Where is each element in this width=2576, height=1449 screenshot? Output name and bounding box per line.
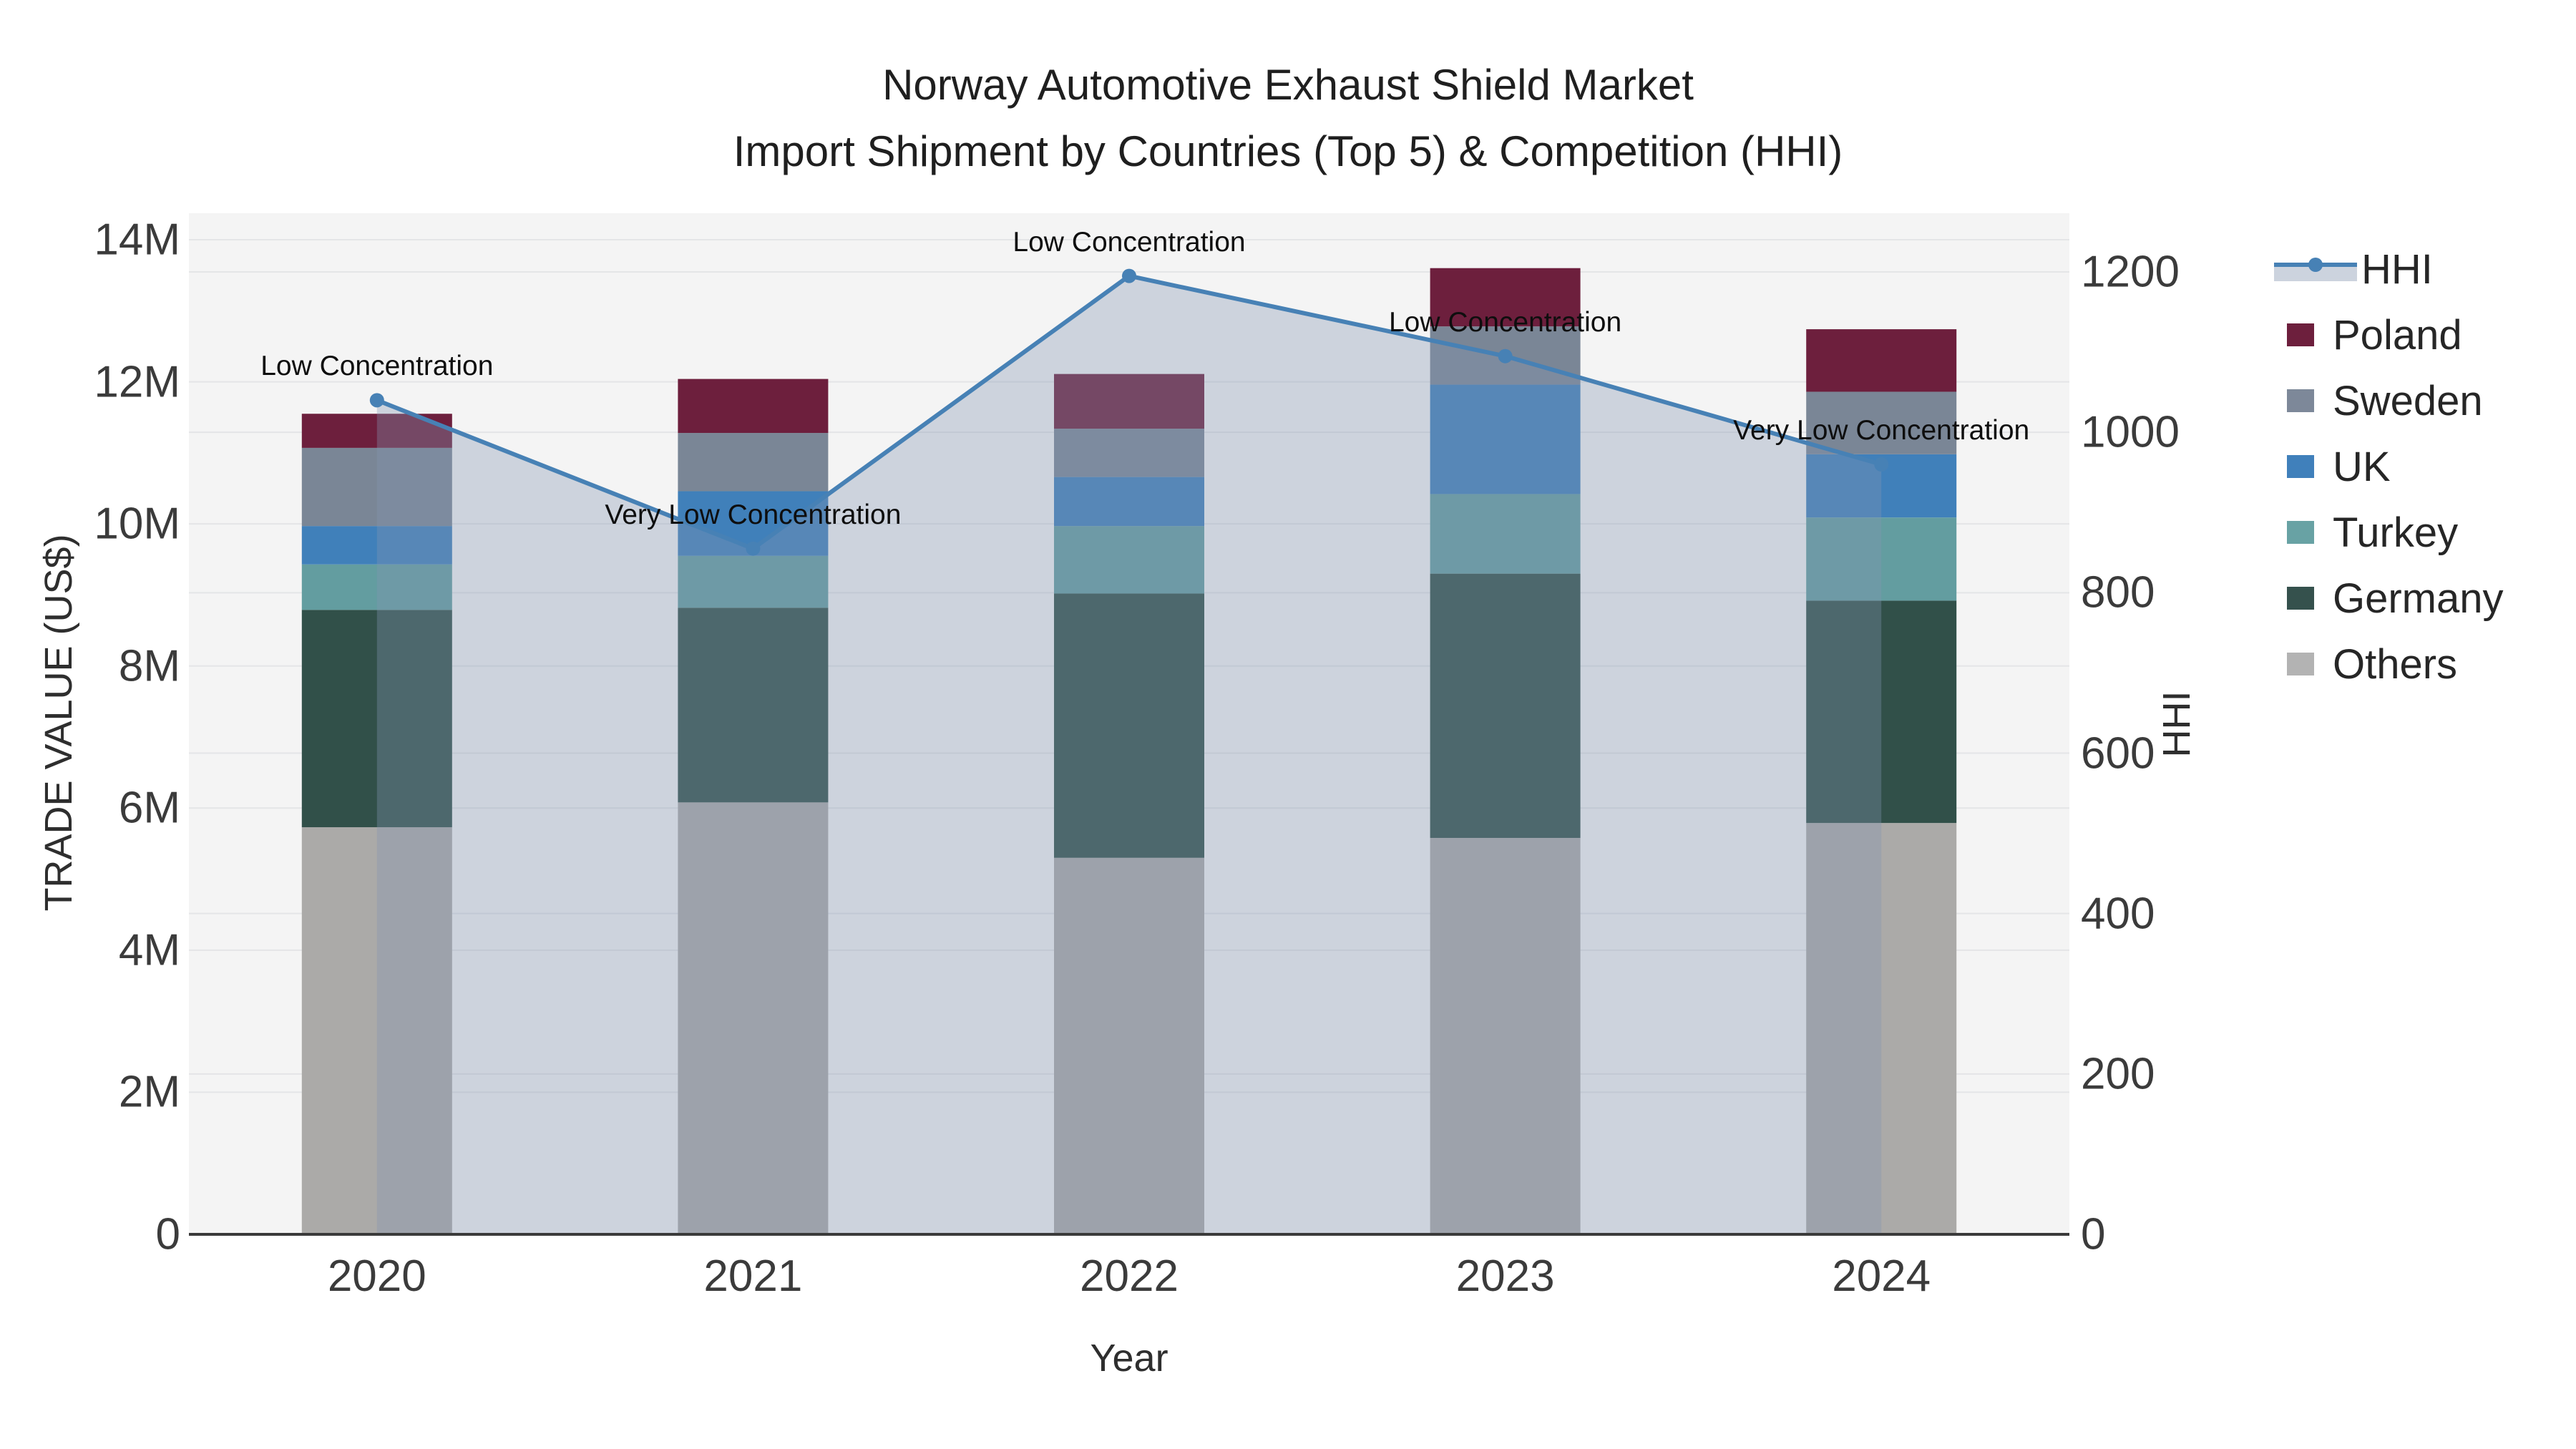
y-left-tick-0: 0 bbox=[155, 1209, 180, 1259]
x-tick-2023: 2023 bbox=[1455, 1252, 1555, 1301]
y-right-axis-title: HHI bbox=[2155, 691, 2198, 758]
y-left-tick-8M: 8M bbox=[118, 641, 180, 691]
y-right-tick-1000: 1000 bbox=[2081, 407, 2180, 457]
bar-segment-uk-2023[interactable] bbox=[1430, 384, 1581, 494]
legend-swatch-turkey bbox=[2287, 521, 2314, 544]
x-tick-2022: 2022 bbox=[1080, 1252, 1179, 1301]
bar-segment-sweden-2022[interactable] bbox=[1054, 429, 1204, 477]
bar-segment-germany-2023[interactable] bbox=[1430, 573, 1581, 838]
hhi-marker-2024[interactable] bbox=[1874, 457, 1889, 472]
hhi-marker-2023[interactable] bbox=[1498, 348, 1513, 364]
hhi-marker-2022[interactable] bbox=[1122, 268, 1136, 283]
annotation-2021: Very Low Concentration bbox=[605, 499, 902, 530]
bar-segment-germany-2020[interactable] bbox=[301, 610, 452, 828]
legend-label-poland: Poland bbox=[2333, 311, 2462, 358]
y-right-tick-600: 600 bbox=[2081, 728, 2155, 778]
y-right-tick-0: 0 bbox=[2081, 1209, 2106, 1259]
bar-segment-uk-2020[interactable] bbox=[301, 526, 452, 565]
annotation-2023: Low Concentration bbox=[1388, 306, 1622, 338]
x-tick-2024: 2024 bbox=[1832, 1252, 1931, 1301]
chart-title-line1: Norway Automotive Exhaust Shield Market bbox=[882, 61, 1694, 109]
bar-segment-turkey-2022[interactable] bbox=[1054, 526, 1204, 594]
hhi-marker-2021[interactable] bbox=[746, 541, 761, 556]
bar-segment-others-2021[interactable] bbox=[678, 802, 829, 1234]
legend-item-poland[interactable]: Poland bbox=[2273, 302, 2462, 368]
y-left-axis-title: TRADE VALUE (US$) bbox=[37, 534, 80, 912]
y-left-tick-10M: 10M bbox=[94, 499, 180, 549]
bar-segment-uk-2022[interactable] bbox=[1054, 477, 1204, 527]
y-right-tick-400: 400 bbox=[2081, 889, 2155, 939]
legend-swatch-uk bbox=[2287, 455, 2314, 478]
legend-item-uk[interactable]: UK bbox=[2273, 434, 2391, 499]
bar-segment-poland-2022[interactable] bbox=[1054, 374, 1204, 429]
legend-label-turkey: Turkey bbox=[2333, 509, 2459, 556]
legend-label-others: Others bbox=[2333, 640, 2458, 688]
bar-segment-sweden-2021[interactable] bbox=[678, 433, 829, 492]
legend-item-sweden[interactable]: Sweden bbox=[2273, 368, 2483, 434]
y-left-tick-6M: 6M bbox=[118, 783, 180, 833]
bar-segment-germany-2021[interactable] bbox=[678, 608, 829, 803]
bar-segment-others-2023[interactable] bbox=[1430, 837, 1581, 1234]
bar-segment-others-2022[interactable] bbox=[1054, 857, 1204, 1234]
y-left-tick-4M: 4M bbox=[118, 925, 180, 975]
bar-segment-others-2024[interactable] bbox=[1806, 823, 1957, 1234]
annotation-2020: Low Concentration bbox=[260, 351, 494, 382]
bar-segment-germany-2024[interactable] bbox=[1806, 600, 1957, 824]
x-axis-title: Year bbox=[1090, 1337, 1169, 1380]
y-left-tick-14M: 14M bbox=[94, 215, 180, 265]
legend-swatch-germany bbox=[2287, 587, 2314, 610]
hhi-area-fill bbox=[376, 275, 1882, 1235]
bar-segment-poland-2023[interactable] bbox=[1430, 268, 1581, 327]
bar-segment-others-2020[interactable] bbox=[301, 827, 452, 1234]
legend-item-hhi[interactable]: HHI bbox=[2273, 236, 2433, 302]
legend-label-uk: UK bbox=[2333, 443, 2391, 490]
chart-title: Norway Automotive Exhaust Shield Market … bbox=[733, 52, 1843, 185]
legend-item-germany[interactable]: Germany bbox=[2273, 565, 2504, 631]
legend-swatch-others bbox=[2287, 653, 2314, 675]
legend-item-others[interactable]: Others bbox=[2273, 631, 2457, 697]
legend-label-germany: Germany bbox=[2333, 575, 2504, 622]
bar-segment-turkey-2023[interactable] bbox=[1430, 494, 1581, 574]
y-right-tick-800: 800 bbox=[2081, 567, 2155, 618]
bar-segment-germany-2022[interactable] bbox=[1054, 593, 1204, 858]
y-right-tick-200: 200 bbox=[2081, 1049, 2155, 1099]
legend-swatch-poland bbox=[2287, 323, 2314, 346]
bar-segment-poland-2024[interactable] bbox=[1806, 329, 1957, 392]
bar-segment-turkey-2021[interactable] bbox=[678, 555, 829, 608]
legend-label-sweden: Sweden bbox=[2333, 377, 2483, 424]
bar-segment-sweden-2024[interactable] bbox=[1806, 391, 1957, 454]
hhi-line-legend-icon bbox=[2274, 257, 2357, 281]
bar-segment-poland-2021[interactable] bbox=[678, 379, 829, 434]
legend-item-turkey[interactable]: Turkey bbox=[2273, 499, 2458, 565]
y-left-tick-12M: 12M bbox=[94, 357, 180, 407]
annotation-2022: Low Concentration bbox=[1013, 226, 1246, 258]
y-left-tick-2M: 2M bbox=[118, 1067, 180, 1117]
bar-segment-sweden-2020[interactable] bbox=[301, 447, 452, 527]
x-tick-2021: 2021 bbox=[703, 1252, 803, 1301]
legend-label-hhi: HHI bbox=[2361, 245, 2433, 293]
bar-segment-turkey-2024[interactable] bbox=[1806, 517, 1957, 601]
x-tick-2020: 2020 bbox=[327, 1252, 426, 1301]
hhi-marker-2020[interactable] bbox=[369, 393, 384, 408]
annotation-2024: Very Low Concentration bbox=[1733, 415, 2030, 446]
bar-segment-turkey-2020[interactable] bbox=[301, 564, 452, 610]
y-right-tick-1200: 1200 bbox=[2081, 247, 2180, 297]
chart-title-line2: Import Shipment by Countries (Top 5) & C… bbox=[733, 127, 1843, 175]
legend-swatch-sweden bbox=[2287, 389, 2314, 412]
